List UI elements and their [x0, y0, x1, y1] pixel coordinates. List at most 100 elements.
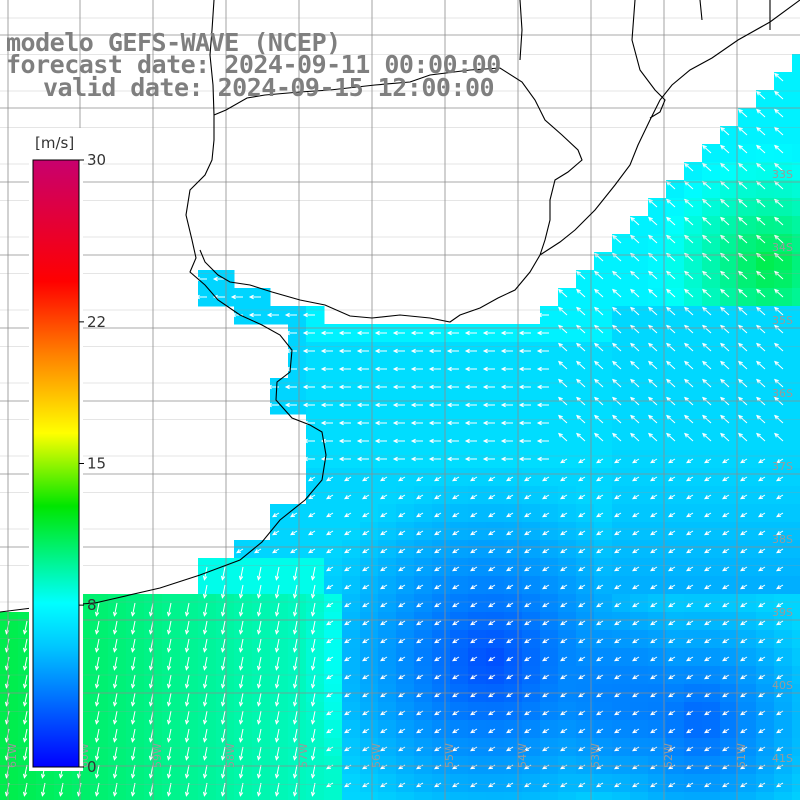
wind-arrow: [740, 656, 748, 662]
wind-arrow: [488, 584, 496, 590]
wind-arrow: [542, 566, 550, 572]
wind-arrow: [238, 764, 244, 779]
wind-arrow: [648, 378, 658, 388]
ocean-cell: [702, 792, 721, 800]
ocean-cell: [612, 468, 631, 487]
wind-arrow: [248, 312, 261, 318]
ocean-cell: [702, 576, 721, 595]
ocean-cell: [396, 360, 415, 379]
wind-arrow: [482, 456, 495, 462]
ocean-cell: [594, 576, 613, 595]
wind-arrow: [434, 548, 442, 554]
wind-arrow: [220, 620, 226, 635]
wind-arrow: [470, 584, 478, 590]
wind-arrow: [464, 384, 477, 390]
ocean-cell: [468, 558, 487, 577]
wind-arrow: [256, 638, 262, 653]
wind-arrow: [668, 548, 676, 554]
wind-arrow: [722, 494, 730, 500]
ocean-cell: [792, 792, 800, 800]
wind-arrow: [524, 476, 532, 482]
ocean-cell: [468, 630, 487, 649]
wind-arrow: [362, 728, 370, 734]
ocean-cell: [324, 720, 343, 739]
wind-arrow: [428, 348, 441, 354]
ocean-cell: [666, 522, 685, 541]
ocean-cell: [666, 450, 685, 469]
wind-arrow: [94, 656, 100, 671]
ocean-cell: [360, 576, 379, 595]
wind-arrow: [184, 764, 190, 779]
ocean-cell: [270, 540, 289, 559]
ocean-cell: [450, 774, 469, 793]
wind-arrow: [362, 548, 370, 554]
wind-arrow: [632, 746, 640, 752]
ocean-cell: [504, 540, 523, 559]
wind-arrow: [148, 782, 154, 797]
ocean-cell: [666, 540, 685, 559]
wind-arrow: [542, 602, 550, 608]
ocean-cell: [792, 306, 800, 325]
ocean-cell: [324, 486, 343, 505]
wind-arrow: [776, 584, 784, 590]
wind-arrow: [274, 764, 280, 779]
wind-arrow: [274, 566, 280, 581]
ocean-cell: [342, 720, 361, 739]
ocean-cell: [414, 594, 433, 613]
wind-arrow: [380, 674, 388, 680]
wind-arrow: [500, 366, 513, 372]
wind-arrow: [22, 746, 28, 761]
wind-arrow: [482, 366, 495, 372]
ocean-cell: [378, 612, 397, 631]
wind-arrow: [758, 746, 766, 752]
ocean-cell: [324, 378, 343, 397]
wind-arrow: [488, 638, 496, 644]
wind-arrow: [292, 584, 298, 599]
wind-arrow: [542, 494, 550, 500]
wind-arrow: [184, 620, 190, 635]
wind-arrow: [380, 530, 388, 536]
wind-arrow: [344, 584, 352, 590]
lat-label: 37S: [772, 460, 793, 473]
ocean-cell: [486, 468, 505, 487]
wind-arrow: [740, 584, 748, 590]
ocean-cell: [576, 576, 595, 595]
ocean-cell: [468, 414, 487, 433]
wind-arrow: [202, 710, 208, 725]
ocean-cell: [324, 450, 343, 469]
ocean-cell: [612, 630, 631, 649]
ocean-cell: [774, 450, 793, 469]
wind-arrow: [776, 512, 784, 518]
wind-arrow: [722, 656, 730, 662]
ocean-cell: [450, 468, 469, 487]
wind-arrow: [560, 476, 568, 482]
ocean-cell: [324, 540, 343, 559]
ocean-cell: [630, 612, 649, 631]
wind-arrow: [446, 456, 459, 462]
ocean-cell: [738, 486, 757, 505]
wind-arrow: [230, 294, 243, 300]
wind-arrow: [776, 566, 784, 572]
wind-arrow: [344, 602, 352, 608]
wind-arrow: [380, 692, 388, 698]
wind-arrow: [650, 620, 658, 626]
wind-arrow: [338, 420, 351, 426]
ocean-cell: [18, 792, 37, 800]
wind-arrow: [302, 384, 315, 390]
wind-arrow: [722, 548, 730, 554]
wind-arrow: [488, 728, 496, 734]
ocean-cell: [540, 576, 559, 595]
ocean-cell: [468, 540, 487, 559]
ocean-cell: [522, 792, 541, 800]
ocean-cell: [666, 594, 685, 613]
wind-arrow: [704, 530, 712, 536]
ocean-cell: [342, 378, 361, 397]
wind-arrow: [666, 342, 676, 352]
ocean-cell: [576, 594, 595, 613]
ocean-cell: [414, 414, 433, 433]
ocean-cell: [792, 450, 800, 469]
ocean-cell: [360, 774, 379, 793]
ocean-cell: [792, 270, 800, 289]
wind-arrow: [758, 476, 766, 482]
wind-arrow: [630, 360, 640, 370]
